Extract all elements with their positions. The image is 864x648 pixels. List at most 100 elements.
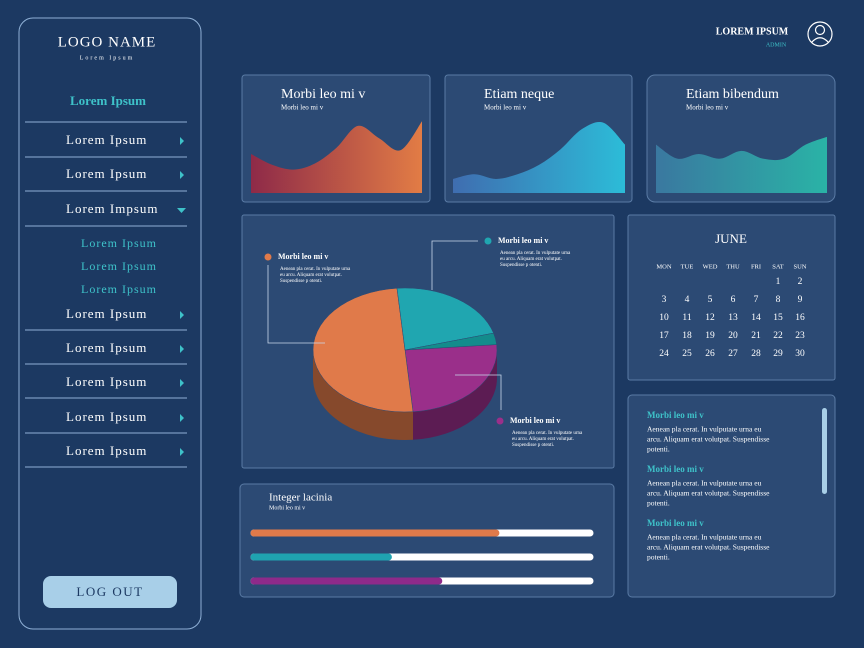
pie-label: Morbi leo mi v [498, 236, 548, 245]
calendar-day[interactable]: 23 [795, 331, 805, 341]
calendar-day[interactable]: 14 [751, 313, 761, 323]
calendar-day[interactable]: 21 [751, 331, 761, 341]
note-body: Aenean pla cerat. In vulputate urna eu [647, 479, 762, 488]
card-title: Etiam bibendum [686, 87, 779, 102]
logo: LOGO NAME [58, 34, 157, 50]
calendar-day[interactable]: 17 [659, 331, 669, 341]
pie-description: Suspendisse p otenti. [280, 279, 322, 284]
arrow-icon [180, 137, 184, 145]
calendar-day[interactable]: 4 [685, 295, 690, 305]
weekday: THU [726, 263, 740, 270]
logout-label[interactable]: LOG OUT [76, 584, 143, 599]
calendar-day[interactable]: 10 [659, 313, 669, 323]
arrow-icon [180, 171, 184, 179]
weekday: WED [703, 263, 718, 270]
calendar-month: JUNE [715, 231, 747, 246]
menu-item[interactable]: Lorem Ipsum [66, 409, 147, 424]
card-title: Etiam neque [484, 87, 554, 102]
submenu-item[interactable]: Lorem Ipsum [81, 236, 157, 250]
weekday: SUN [793, 263, 806, 270]
tagline: Lorem Ipsum [80, 55, 135, 61]
calendar-day[interactable]: 19 [705, 331, 715, 341]
arrow-icon [180, 311, 184, 319]
pie-label: Morbi leo mi v [278, 252, 328, 261]
card-subtitle: Morbi leo mi v [281, 104, 324, 112]
note-body: arcu. Aliquam erat volutpat. Suspendisse [647, 489, 770, 498]
calendar-day[interactable]: 27 [728, 349, 738, 359]
user-icon[interactable] [807, 21, 833, 47]
logout-button[interactable] [43, 576, 177, 608]
pie-description: eu arcu. Aliquam erat volutpat. [512, 437, 574, 442]
calendar-day[interactable]: 8 [776, 295, 781, 305]
calendar-day[interactable]: 28 [751, 349, 761, 359]
scrollbar[interactable] [822, 408, 827, 494]
calendar-day[interactable]: 16 [795, 313, 805, 323]
weekday: TUE [681, 263, 694, 270]
pie-side [413, 350, 497, 440]
calendar-day[interactable]: 29 [773, 349, 783, 359]
pie-slice [404, 332, 497, 351]
card-subtitle: Morbi leo mi v [484, 104, 527, 112]
legend-dot [264, 253, 272, 261]
menu-item[interactable]: Lorem Ipsum [66, 340, 147, 355]
calendar-day[interactable]: 1 [776, 277, 781, 287]
progress-subtitle: Morbi leo mi v [269, 505, 305, 511]
calendar-day[interactable]: 11 [682, 313, 691, 323]
leader-line [431, 240, 478, 290]
calendar-day[interactable]: 3 [662, 295, 667, 305]
calendar-day[interactable]: 18 [682, 331, 692, 341]
note-body: potenti. [647, 499, 670, 508]
arrow-icon [180, 345, 184, 353]
menu-item[interactable]: Lorem Ipsum [66, 306, 147, 321]
legend-dot [484, 237, 492, 245]
area-chart [656, 136, 827, 193]
menu-item[interactable]: Lorem Impsum [66, 201, 159, 216]
calendar-day[interactable]: 20 [728, 331, 738, 341]
menu-item[interactable]: Lorem Ipsum [66, 374, 147, 389]
note-title: Morbi leo mi v [647, 464, 704, 474]
note-body: potenti. [647, 445, 670, 454]
calendar-day[interactable]: 25 [682, 349, 692, 359]
progress-card [239, 483, 615, 598]
calendar-day[interactable]: 13 [728, 313, 738, 323]
leader-line [455, 374, 502, 410]
note-body: arcu. Aliquam erat volutpat. Suspendisse [647, 435, 770, 444]
calendar-day[interactable]: 26 [705, 349, 715, 359]
legend-dot [496, 417, 504, 425]
user-role: ADMIN [766, 42, 787, 48]
calendar-day[interactable]: 12 [705, 313, 715, 323]
menu-item[interactable]: Lorem Ipsum [66, 443, 147, 458]
calendar-day[interactable]: 9 [798, 295, 803, 305]
sidebar [18, 17, 202, 630]
calendar-day[interactable]: 15 [773, 313, 783, 323]
pie-label: Morbi leo mi v [510, 416, 560, 425]
progress-title: Integer lacinia [269, 492, 332, 504]
note-body: arcu. Aliquam erat volutpat. Suspendisse [647, 543, 770, 552]
card-subtitle: Morbi leo mi v [686, 104, 729, 112]
leader-line [267, 265, 325, 344]
pie-description: Aenean pla cerat. In vulputate urna [512, 431, 583, 436]
submenu-item[interactable]: Lorem Ipsum [81, 282, 157, 296]
pie-description: Suspendisse p otenti. [512, 443, 554, 448]
calendar-day[interactable]: 22 [773, 331, 783, 341]
submenu-item[interactable]: Lorem Ipsum [81, 259, 157, 273]
menu-item[interactable]: Lorem Ipsum [66, 166, 147, 181]
note-title: Morbi leo mi v [647, 410, 704, 420]
calendar-day[interactable]: 7 [754, 295, 759, 305]
calendar-day[interactable]: 30 [795, 349, 805, 359]
calendar-day[interactable]: 5 [708, 295, 713, 305]
weekday: SAT [772, 263, 784, 270]
calendar-day[interactable]: 24 [659, 349, 669, 359]
calendar-day[interactable]: 2 [798, 277, 803, 287]
menu-item[interactable]: Lorem Ipsum [66, 132, 147, 147]
user-name: LOREM IPSUM [716, 26, 789, 37]
calendar-day[interactable]: 6 [731, 295, 736, 305]
arrow-icon [177, 208, 186, 213]
pie-description: Aenean pla cerat. In vulputate urna [280, 267, 351, 272]
pie-description: eu arcu. Aliquam erat volutpat. [500, 257, 562, 262]
menu-item-active[interactable]: Lorem Ipsum [70, 93, 146, 108]
weekday: FRI [751, 263, 761, 270]
calendar-card [627, 214, 836, 381]
weekday: MON [656, 263, 671, 270]
